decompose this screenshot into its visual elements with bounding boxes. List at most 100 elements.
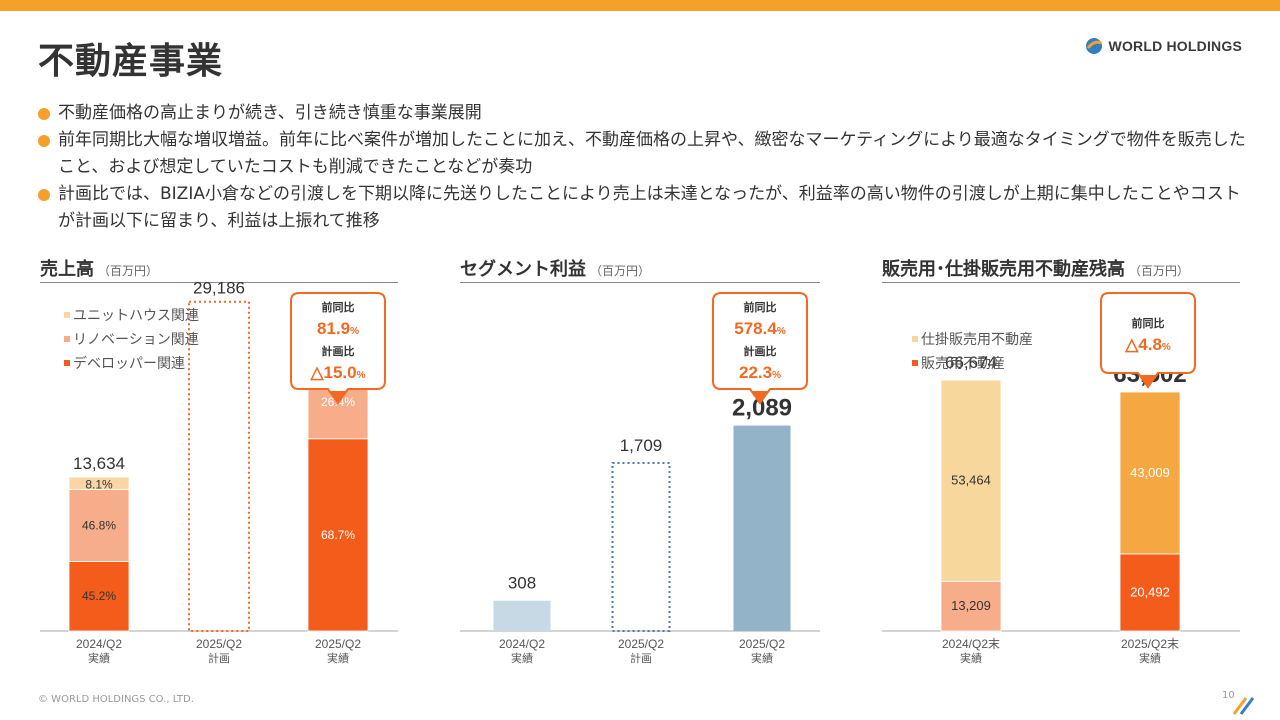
sales-callout-unit-1: % xyxy=(350,326,359,337)
profit-x-label-kind: 実績 xyxy=(751,651,773,665)
profit-callout-label-2: 計画比 xyxy=(744,344,777,358)
profit-callout-box xyxy=(712,292,808,405)
bullet-dot-icon xyxy=(38,108,50,120)
bullet-dot-icon xyxy=(38,135,50,147)
page-title: 不動産事業 xyxy=(38,41,224,82)
logo-text: WORLD HOLDINGS xyxy=(1108,38,1242,54)
inventory-bar-segment xyxy=(1119,553,1181,632)
profit-bar xyxy=(733,425,791,631)
copyright: © WORLD HOLDINGS CO., LTD. xyxy=(38,694,194,705)
sales-chart-unit: （百万円） xyxy=(98,264,159,278)
inventory-legend-sale-swatch xyxy=(912,360,918,366)
sales-bar-segment xyxy=(68,476,130,490)
sales-legend-unit-swatch xyxy=(64,312,70,318)
bullet-item: 前年同期比大幅な増収増益。前年に比べ案件が増加したことに加え、不動産価格の上昇や… xyxy=(38,127,1248,181)
profit-x-label-period: 2025/Q2 xyxy=(618,637,664,651)
top-accent-bar xyxy=(0,0,1280,11)
profit-x-label-kind: 実績 xyxy=(511,651,533,665)
sales-legend-reno-swatch xyxy=(64,336,70,342)
profit-callout-unit-1: % xyxy=(777,326,786,337)
sales-segment-label: 68.7% xyxy=(321,528,355,542)
sales-bar-segment xyxy=(68,561,130,632)
inventory-bar-segment xyxy=(940,580,1002,632)
bullet-item: 不動産価格の高止まりが続き、引き続き慎重な事業展開 xyxy=(38,100,1248,127)
inventory-total-label: 66,674 xyxy=(945,353,997,372)
inventory-callout-unit-1: % xyxy=(1162,342,1171,353)
page-number: 10 xyxy=(1222,690,1235,701)
bullet-dot-icon xyxy=(38,189,50,201)
inventory-x-label-period: 2025/Q2末 xyxy=(1121,637,1179,651)
profit-x-label-period: 2025/Q2 xyxy=(739,637,785,651)
profit-bar xyxy=(493,600,551,631)
inventory-x-label-kind: 実績 xyxy=(960,651,982,665)
profit-callout-pointer xyxy=(751,391,769,402)
profit-chart-title: セグメント利益 xyxy=(460,259,586,280)
inventory-segment-label: 53,464 xyxy=(951,473,991,488)
inventory-chart-title: 販売用･仕掛販売用不動産残高 xyxy=(882,259,1125,280)
inventory-segment-label: 13,209 xyxy=(951,598,991,613)
inventory-legend-wip-swatch xyxy=(912,336,918,342)
inventory-chart-header: 販売用･仕掛販売用不動産残高 （百万円） xyxy=(882,255,1240,283)
sales-x-label-period: 2025/Q2 xyxy=(196,637,242,651)
sales-segment-label: 8.1% xyxy=(85,477,113,491)
inventory-legend-wip-label: 仕掛販売用不動産 xyxy=(921,331,1033,347)
sales-legend-dev-swatch xyxy=(64,360,70,366)
profit-plan-bar xyxy=(611,461,671,632)
sales-x-label-kind: 実績 xyxy=(327,651,349,665)
profit-x-label-period: 2024/Q2 xyxy=(499,637,545,651)
profit-x-label-kind: 計画 xyxy=(630,651,652,665)
inventory-segment-label: 43,009 xyxy=(1130,465,1170,480)
profit-chart-unit: （百万円） xyxy=(590,264,651,278)
profit-total-label: 308 xyxy=(508,574,536,593)
sales-legend-dev-label: デベロッパー関連 xyxy=(73,355,185,371)
profit-callout-value-2: 22.3% xyxy=(739,363,781,382)
sales-plan-bar xyxy=(188,300,250,632)
inventory-chart-unit: （百万円） xyxy=(1129,264,1190,278)
sales-chart-header: 売上高 （百万円） xyxy=(40,255,398,283)
sales-total-label: 13,634 xyxy=(73,454,125,473)
bullet-text: 計画比では、BIZIA小倉などの引渡しを下期以降に先送りしたことにより売上は未達… xyxy=(58,184,1241,231)
bullet-text: 不動産価格の高止まりが続き、引き続き慎重な事業展開 xyxy=(58,103,482,123)
sales-chart-title: 売上高 xyxy=(40,259,94,280)
inventory-segment-label: 20,492 xyxy=(1130,584,1170,599)
sales-callout-value-1: 81.9% xyxy=(317,319,359,338)
inventory-callout-pointer xyxy=(1139,375,1157,386)
profit-callout-unit-2: % xyxy=(772,370,781,381)
sales-segment-label: 45.2% xyxy=(82,589,116,603)
inventory-callout-label-1: 前同比 xyxy=(1132,316,1165,330)
sales-x-label-kind: 計画 xyxy=(208,651,230,665)
sales-callout-pointer xyxy=(329,391,347,402)
corner-stripes-icon xyxy=(1232,697,1255,715)
inventory-bar-segment xyxy=(940,379,1002,582)
profit-chart-header: セグメント利益 （百万円） xyxy=(460,255,820,283)
company-logo: WORLD HOLDINGS xyxy=(1085,37,1242,55)
sales-callout-label-1: 前同比 xyxy=(322,300,355,314)
sales-segment-label: 46.8% xyxy=(82,518,116,532)
bullet-text: 前年同期比大幅な増収増益。前年に比べ案件が増加したことに加え、不動産価格の上昇や… xyxy=(58,130,1246,177)
sales-legend-reno-label: リノベーション関連 xyxy=(73,331,199,347)
profit-total-label: 1,709 xyxy=(620,436,663,455)
inventory-callout-value-1: △4.8% xyxy=(1124,335,1171,354)
inventory-x-label-kind: 実績 xyxy=(1139,651,1161,665)
sales-callout-unit-2: % xyxy=(357,370,366,381)
sales-bar-segment xyxy=(307,438,369,632)
sales-callout-value-2: △15.0% xyxy=(309,363,365,382)
profit-callout-value-1: 578.4% xyxy=(734,319,786,338)
inventory-x-label-period: 2024/Q2末 xyxy=(942,637,1000,651)
sales-x-label-kind: 実績 xyxy=(88,651,110,665)
sales-callout-box xyxy=(290,292,386,405)
profit-callout-label-1: 前同比 xyxy=(744,300,777,314)
sales-legend-unit-label: ユニットハウス関連 xyxy=(73,307,199,323)
inventory-bar-segment xyxy=(1119,391,1181,555)
globe-logo-icon xyxy=(1085,38,1102,54)
bullet-item: 計画比では、BIZIA小倉などの引渡しを下期以降に先送りしたことにより売上は未達… xyxy=(38,181,1248,235)
sales-x-label-period: 2024/Q2 xyxy=(76,637,122,651)
sales-callout-label-2: 計画比 xyxy=(322,344,355,358)
bullet-list: 不動産価格の高止まりが続き、引き続き慎重な事業展開 前年同期比大幅な増収増益。前… xyxy=(38,100,1248,235)
sales-bar-segment xyxy=(68,489,130,562)
inventory-legend-sale-label: 販売用不動産 xyxy=(921,355,1005,371)
sales-total-label: 29,186 xyxy=(193,279,245,298)
sales-x-label-period: 2025/Q2 xyxy=(315,637,361,651)
inventory-callout-box xyxy=(1100,292,1196,389)
